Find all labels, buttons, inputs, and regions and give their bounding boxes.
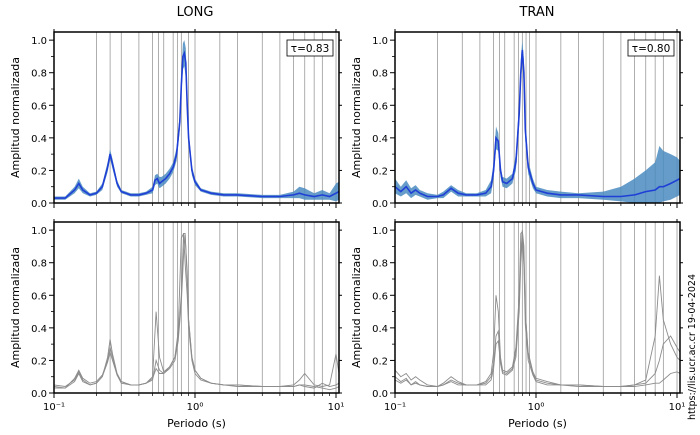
plot-frame <box>394 221 681 394</box>
y-tick-label-5: 1.0 <box>372 36 388 47</box>
series-line-2 <box>54 233 339 391</box>
plot-frame <box>53 31 340 204</box>
y-tick-label-0: 0.0 <box>31 389 47 400</box>
tau-box <box>627 39 675 57</box>
y-tick-label-2: 0.4 <box>31 134 47 145</box>
mean-line <box>54 50 339 199</box>
plot-frame <box>53 221 340 394</box>
plot-area <box>395 230 680 387</box>
y-axis-label: Amplitud normalizada <box>9 247 22 368</box>
y-tick-label-2: 0.4 <box>31 324 47 335</box>
y-tick-label-0: 0.0 <box>31 199 47 210</box>
y-tick-label-4: 0.8 <box>372 69 388 80</box>
y-tick-label-5: 1.0 <box>31 36 47 47</box>
tau-annotation: τ=0.83 <box>291 43 330 55</box>
y-axis-label: Amplitud normalizada <box>350 57 363 178</box>
y-tick-label-1: 0.2 <box>372 166 388 177</box>
y-axis-label: Amplitud normalizada <box>350 247 363 368</box>
y-tick-label-1: 0.2 <box>31 356 47 367</box>
plot-area <box>395 40 680 203</box>
col-title-tran: TRAN <box>518 5 554 20</box>
plot-frame <box>394 31 681 204</box>
x-tick-label-1: 10⁰ <box>528 402 545 413</box>
y-tick-label-4: 0.8 <box>31 259 47 270</box>
y-tick-label-3: 0.6 <box>31 291 47 302</box>
mean-line <box>395 49 680 198</box>
y-tick-label-5: 1.0 <box>31 226 47 237</box>
col-title-long: LONG <box>177 5 214 20</box>
y-tick-label-5: 1.0 <box>372 226 388 237</box>
x-tick-label-1: 10⁰ <box>187 402 204 413</box>
confidence-band <box>395 40 680 203</box>
x-axis-label: Periodo (s) <box>167 417 226 430</box>
x-tick-label-0: 10⁻¹ <box>43 402 65 413</box>
y-tick-label-0: 0.0 <box>372 199 388 210</box>
tau-box <box>286 39 334 57</box>
credit-text: https://lis.ucr.ac.cr 19-04-2024 <box>687 274 698 420</box>
y-tick-label-1: 0.2 <box>31 166 47 177</box>
plot-area <box>54 40 339 202</box>
y-tick-label-3: 0.6 <box>372 101 388 112</box>
y-tick-label-2: 0.4 <box>372 134 388 145</box>
y-tick-label-3: 0.6 <box>372 291 388 302</box>
panel-top-right: 0.0 0.2 0.4 0.6 0.8 1.0 Amplitud normalizada τ=… <box>350 29 683 210</box>
x-tick-label-0: 10⁻¹ <box>384 402 406 413</box>
panel-bottom-left: 0.0 0.2 0.4 0.6 0.8 1.0 10⁻¹ 10⁰ 10¹ Periodo (s) A… <box>9 219 344 430</box>
x-axis-label: Periodo (s) <box>508 417 567 430</box>
series-line-2 <box>395 238 680 387</box>
tau-annotation: τ=0.80 <box>632 43 671 55</box>
y-tick-label-3: 0.6 <box>31 101 47 112</box>
x-tick-label-2: 10¹ <box>669 402 686 413</box>
x-tick-label-2: 10¹ <box>328 402 345 413</box>
y-tick-label-4: 0.8 <box>372 259 388 270</box>
y-tick-label-0: 0.0 <box>372 389 388 400</box>
panel-bottom-right: 0.0 0.2 0.4 0.6 0.8 1.0 10⁻¹ 10⁰ 10¹ Periodo (s) A… <box>350 219 685 430</box>
plot-area <box>54 232 339 391</box>
panels: 0.0 0.2 0.4 0.6 0.8 1.0 Amplitud normalizada τ=… <box>9 29 685 430</box>
panel-top-left: 0.0 0.2 0.4 0.6 0.8 1.0 Amplitud normalizada τ=… <box>9 29 342 210</box>
y-axis-label: Amplitud normalizada <box>9 57 22 178</box>
y-tick-label-1: 0.2 <box>372 356 388 367</box>
y-tick-label-4: 0.8 <box>31 69 47 80</box>
y-tick-label-2: 0.4 <box>372 324 388 335</box>
